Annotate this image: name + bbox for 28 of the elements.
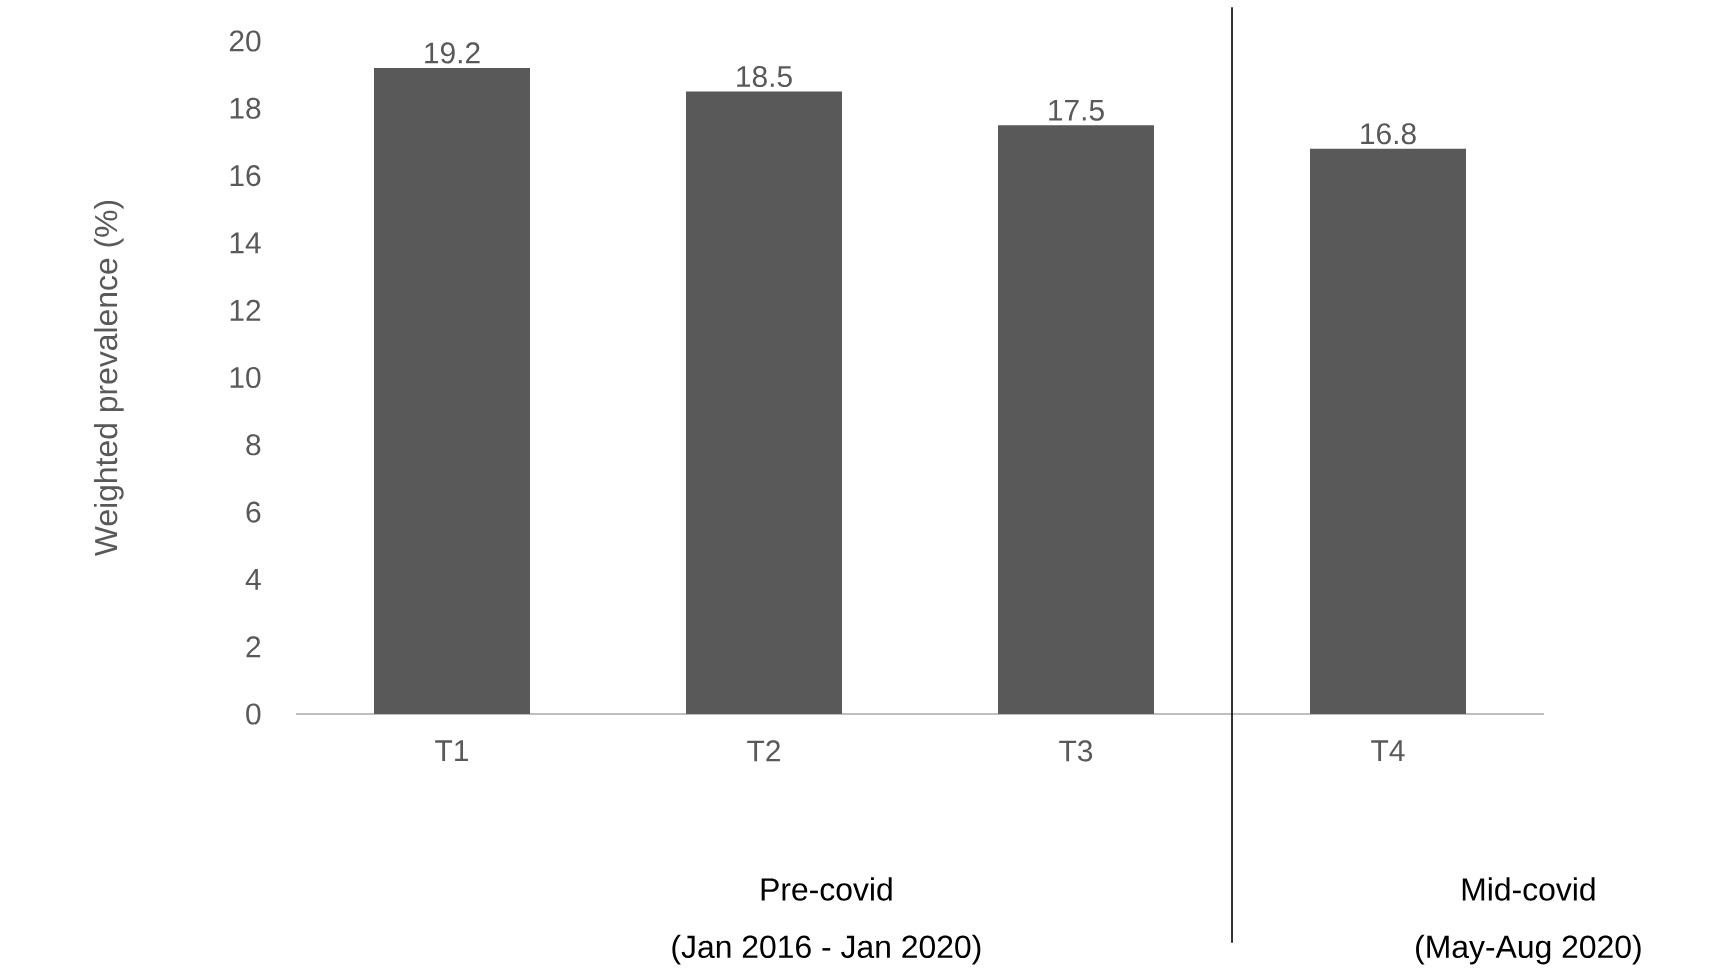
y-tick-label: 20 <box>229 30 261 52</box>
y-tick-label: 12 <box>230 299 261 321</box>
y-tick-label: 18 <box>230 97 261 119</box>
text: Pre-covid <box>761 877 892 901</box>
y-tick-label: 0 <box>246 703 261 725</box>
data-label: 17.5 <box>1049 99 1104 121</box>
x-tick-label: T1 <box>435 740 468 761</box>
data-label: 16.8 <box>1361 123 1416 145</box>
text: Mid-covid <box>1462 877 1595 901</box>
x-tick-label: T2 <box>747 740 780 762</box>
y-tick-label: 2 <box>246 636 261 658</box>
y-tick-label: 10 <box>230 366 261 389</box>
data-label: 18.5 <box>737 65 792 88</box>
y-tick-label: 8 <box>246 434 261 456</box>
y-tick-label: 16 <box>230 165 261 187</box>
y-tick-label: 6 <box>246 501 261 523</box>
bar <box>686 91 843 714</box>
y-tick-label: 14 <box>230 232 261 254</box>
x-tick-label: T4 <box>1371 740 1405 761</box>
text: (May-Aug 2020) <box>1416 934 1641 965</box>
x-tick-label: T3 <box>1059 740 1093 762</box>
bar <box>1310 148 1467 714</box>
data-label: 19.2 <box>425 42 480 64</box>
bar <box>998 125 1155 714</box>
y-tick-label: 4 <box>245 569 261 590</box>
bar <box>374 67 531 714</box>
text: (Jan 2016 - Jan 2020) <box>672 934 981 965</box>
y-axis-title: Weighted prevalence (%) <box>93 200 124 557</box>
